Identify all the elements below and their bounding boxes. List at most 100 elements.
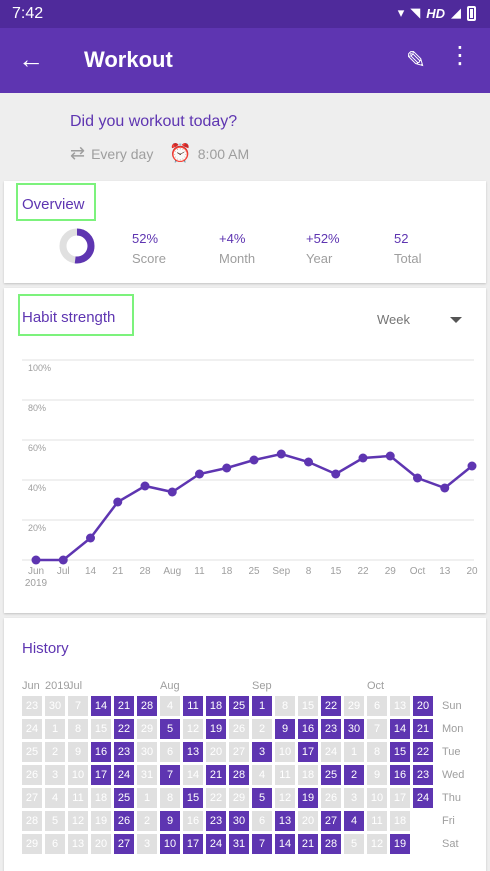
history-day-cell[interactable]: 22 bbox=[413, 742, 433, 762]
history-day-cell[interactable]: 3 bbox=[344, 788, 364, 808]
history-day-cell[interactable]: 21 bbox=[114, 696, 134, 716]
history-day-cell[interactable]: 24 bbox=[22, 719, 42, 739]
history-day-cell[interactable]: 30 bbox=[229, 811, 249, 831]
history-day-cell[interactable]: 24 bbox=[413, 788, 433, 808]
history-day-cell[interactable]: 27 bbox=[114, 834, 134, 854]
history-day-cell[interactable]: 14 bbox=[91, 696, 111, 716]
history-day-cell[interactable]: 3 bbox=[137, 834, 157, 854]
history-day-cell[interactable]: 16 bbox=[298, 719, 318, 739]
history-day-cell[interactable]: 22 bbox=[321, 696, 341, 716]
history-day-cell[interactable]: 12 bbox=[183, 719, 203, 739]
history-day-cell[interactable]: 13 bbox=[183, 742, 203, 762]
history-day-cell[interactable]: 19 bbox=[206, 719, 226, 739]
history-day-cell[interactable]: 22 bbox=[206, 788, 226, 808]
history-day-cell[interactable]: 28 bbox=[137, 696, 157, 716]
history-day-cell[interactable]: 13 bbox=[390, 696, 410, 716]
history-day-cell[interactable]: 22 bbox=[114, 719, 134, 739]
history-day-cell[interactable]: 30 bbox=[137, 742, 157, 762]
history-day-cell[interactable]: 21 bbox=[298, 834, 318, 854]
history-day-cell[interactable]: 27 bbox=[321, 811, 341, 831]
history-day-cell[interactable]: 29 bbox=[137, 719, 157, 739]
history-day-cell[interactable]: 15 bbox=[298, 696, 318, 716]
history-day-cell[interactable]: 29 bbox=[229, 788, 249, 808]
history-day-cell[interactable]: 14 bbox=[183, 765, 203, 785]
history-day-cell[interactable]: 10 bbox=[367, 788, 387, 808]
history-day-cell[interactable]: 13 bbox=[68, 834, 88, 854]
history-day-cell[interactable]: 12 bbox=[68, 811, 88, 831]
history-day-cell[interactable]: 2 bbox=[344, 765, 364, 785]
history-day-cell[interactable]: 26 bbox=[22, 765, 42, 785]
history-day-cell[interactable]: 20 bbox=[413, 696, 433, 716]
history-day-cell[interactable]: 17 bbox=[298, 742, 318, 762]
history-day-cell[interactable]: 9 bbox=[160, 811, 180, 831]
back-arrow-icon[interactable]: ← bbox=[18, 44, 44, 74]
history-day-cell[interactable]: 19 bbox=[298, 788, 318, 808]
history-day-cell[interactable]: 6 bbox=[367, 696, 387, 716]
history-day-cell[interactable]: 11 bbox=[367, 811, 387, 831]
history-day-cell[interactable]: 2 bbox=[45, 742, 65, 762]
history-day-cell[interactable]: 11 bbox=[68, 788, 88, 808]
history-day-cell[interactable]: 5 bbox=[45, 811, 65, 831]
history-day-cell[interactable]: 23 bbox=[206, 811, 226, 831]
history-day-cell[interactable]: 20 bbox=[206, 742, 226, 762]
history-day-cell[interactable]: 8 bbox=[367, 742, 387, 762]
history-day-cell[interactable]: 12 bbox=[275, 788, 295, 808]
history-day-cell[interactable]: 9 bbox=[275, 719, 295, 739]
history-day-cell[interactable]: 15 bbox=[183, 788, 203, 808]
history-day-cell[interactable]: 20 bbox=[91, 834, 111, 854]
history-day-cell[interactable]: 6 bbox=[160, 742, 180, 762]
history-day-cell[interactable]: 8 bbox=[160, 788, 180, 808]
more-vert-icon[interactable]: ⋮ bbox=[448, 42, 472, 69]
history-day-cell[interactable]: 19 bbox=[91, 811, 111, 831]
history-day-cell[interactable]: 23 bbox=[413, 765, 433, 785]
history-day-cell[interactable]: 17 bbox=[91, 765, 111, 785]
history-day-cell[interactable]: 3 bbox=[252, 742, 272, 762]
history-day-cell[interactable]: 14 bbox=[275, 834, 295, 854]
history-day-cell[interactable]: 23 bbox=[114, 742, 134, 762]
history-day-cell[interactable]: 3 bbox=[45, 765, 65, 785]
history-day-cell[interactable]: 16 bbox=[91, 742, 111, 762]
history-day-cell[interactable]: 19 bbox=[390, 834, 410, 854]
history-day-cell[interactable]: 25 bbox=[321, 765, 341, 785]
history-day-cell[interactable]: 18 bbox=[298, 765, 318, 785]
history-day-cell[interactable]: 7 bbox=[252, 834, 272, 854]
history-day-cell[interactable]: 1 bbox=[45, 719, 65, 739]
history-day-cell[interactable]: 28 bbox=[321, 834, 341, 854]
history-day-cell[interactable]: 29 bbox=[22, 834, 42, 854]
history-day-cell[interactable]: 21 bbox=[206, 765, 226, 785]
history-day-cell[interactable]: 8 bbox=[275, 696, 295, 716]
history-day-cell[interactable]: 12 bbox=[367, 834, 387, 854]
history-day-cell[interactable]: 29 bbox=[344, 696, 364, 716]
history-day-cell[interactable]: 25 bbox=[229, 696, 249, 716]
history-day-cell[interactable]: 31 bbox=[137, 765, 157, 785]
history-day-cell[interactable]: 7 bbox=[367, 719, 387, 739]
history-day-cell[interactable]: 16 bbox=[390, 765, 410, 785]
history-day-cell[interactable]: 26 bbox=[229, 719, 249, 739]
history-day-cell[interactable]: 18 bbox=[206, 696, 226, 716]
history-day-cell[interactable]: 10 bbox=[160, 834, 180, 854]
history-day-cell[interactable]: 15 bbox=[390, 742, 410, 762]
history-day-cell[interactable]: 30 bbox=[45, 696, 65, 716]
history-day-cell[interactable]: 21 bbox=[413, 719, 433, 739]
history-day-cell[interactable]: 17 bbox=[183, 834, 203, 854]
history-day-cell[interactable]: 27 bbox=[22, 788, 42, 808]
history-day-cell[interactable]: 27 bbox=[229, 742, 249, 762]
history-day-cell[interactable]: 4 bbox=[45, 788, 65, 808]
history-day-cell[interactable]: 20 bbox=[298, 811, 318, 831]
history-day-cell[interactable]: 16 bbox=[183, 811, 203, 831]
history-day-cell[interactable]: 31 bbox=[229, 834, 249, 854]
history-day-cell[interactable]: 7 bbox=[160, 765, 180, 785]
history-day-cell[interactable]: 5 bbox=[160, 719, 180, 739]
history-day-cell[interactable]: 10 bbox=[68, 765, 88, 785]
history-day-cell[interactable]: 24 bbox=[114, 765, 134, 785]
history-day-cell[interactable]: 11 bbox=[275, 765, 295, 785]
period-dropdown[interactable]: Week bbox=[377, 312, 462, 327]
history-day-cell[interactable]: 28 bbox=[229, 765, 249, 785]
history-day-cell[interactable]: 28 bbox=[22, 811, 42, 831]
history-day-cell[interactable]: 30 bbox=[344, 719, 364, 739]
history-day-cell[interactable]: 4 bbox=[252, 765, 272, 785]
history-day-cell[interactable]: 18 bbox=[91, 788, 111, 808]
history-day-cell[interactable]: 17 bbox=[390, 788, 410, 808]
history-day-cell[interactable]: 1 bbox=[137, 788, 157, 808]
history-day-cell[interactable]: 1 bbox=[252, 696, 272, 716]
